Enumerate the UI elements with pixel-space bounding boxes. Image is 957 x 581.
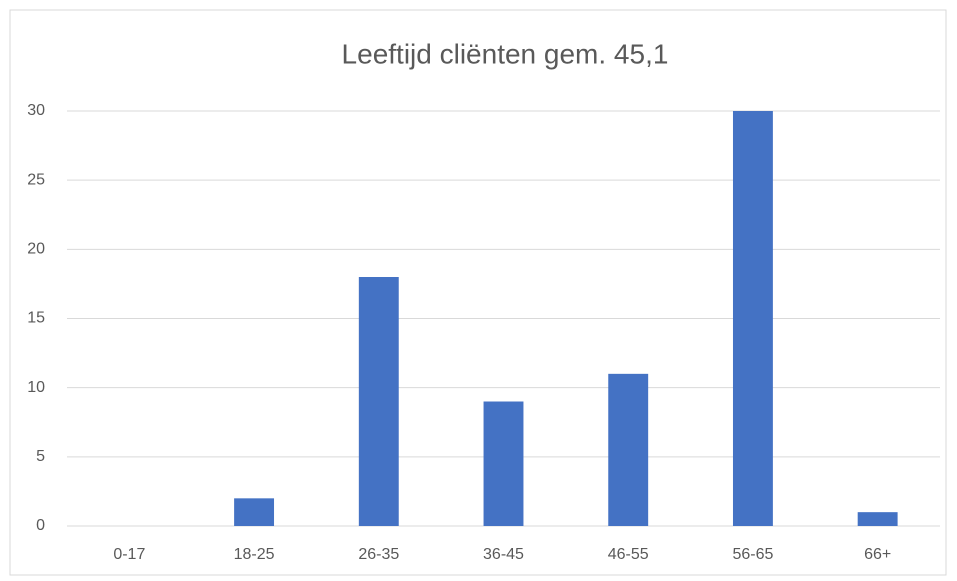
y-tick-label: 5 [36,448,45,465]
x-tick-label: 18-25 [234,546,275,563]
x-tick-label: 66+ [864,546,891,563]
bar [732,111,773,526]
y-tick-label: 20 [27,241,45,258]
y-tick-label: 0 [36,517,45,534]
y-tick-label: 10 [27,379,45,396]
chart-border [9,9,947,576]
x-tick-label: 0-17 [113,546,145,563]
y-tick-label: 15 [27,310,45,327]
bar [483,401,524,526]
x-tick-label: 26-35 [358,546,399,563]
bar [234,498,275,526]
bar [358,277,399,526]
bar [608,373,649,526]
x-tick-label: 46-55 [608,546,649,563]
bar [857,512,898,526]
x-tick-label: 36-45 [483,546,524,563]
y-tick-label: 30 [27,102,45,119]
x-tick-label: 56-65 [732,546,773,563]
y-tick-label: 25 [27,171,45,188]
chart-title: Leeftijd cliënten gem. 45,1 [342,38,669,69]
